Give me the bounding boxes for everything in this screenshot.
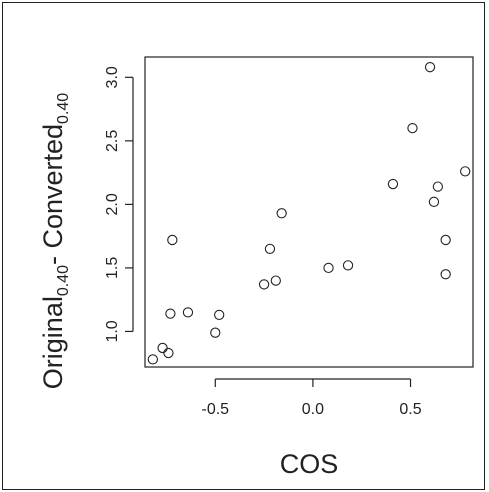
data-point: [440, 234, 451, 246]
y-tick-label: 1.5: [104, 257, 121, 279]
data-point: [210, 327, 221, 338]
y-axis-title-part1: Original: [38, 296, 68, 389]
data-point: [270, 275, 281, 286]
data-point: [323, 262, 334, 274]
data-point: [157, 342, 168, 354]
data-point: [460, 166, 471, 177]
data-point: [165, 308, 176, 319]
data-point: [264, 243, 276, 254]
data-point: [342, 260, 354, 271]
x-axis: -0.5 0.0 0.5: [201, 378, 422, 418]
data-points: [147, 62, 471, 365]
y-axis-title-dash: -: [38, 249, 68, 266]
y-tick-label: 3.0: [104, 66, 121, 88]
data-point: [147, 354, 158, 365]
data-point: [440, 269, 451, 280]
data-point: [258, 279, 270, 290]
y-axis-title-part2: Converted: [38, 124, 68, 249]
figure-frame: [2, 2, 485, 490]
data-point: [432, 181, 444, 192]
data-point: [428, 196, 440, 207]
plot-area: [144, 56, 474, 368]
data-point: [407, 122, 418, 134]
data-point: [424, 62, 436, 73]
x-axis-title: COS: [280, 449, 339, 479]
y-tick-label: 2.0: [104, 193, 121, 215]
x-tick-label: 0.0: [302, 401, 324, 418]
data-point: [182, 307, 194, 318]
y-axis: 1.0 1.5 2.0 2.5 3.0: [104, 66, 134, 343]
y-tick-label: 2.5: [104, 130, 121, 152]
y-axis-title-sub2: 0.40: [55, 93, 72, 124]
data-point: [214, 309, 225, 321]
y-tick-label: 1.0: [104, 320, 121, 342]
y-axis-title-sub1: 0.40: [55, 265, 72, 296]
data-point: [387, 178, 399, 190]
x-tick-label: 0.5: [399, 401, 421, 418]
x-tick-label: -0.5: [201, 401, 229, 418]
y-axis-title: Original0.40- Converted0.40: [38, 93, 72, 390]
data-point: [163, 347, 174, 359]
data-point: [276, 208, 287, 219]
data-point: [167, 234, 178, 246]
